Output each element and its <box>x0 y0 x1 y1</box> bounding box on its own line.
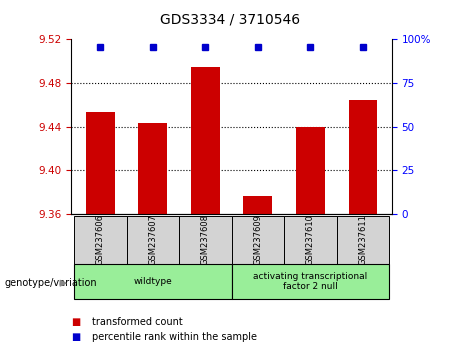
Bar <box>243 195 272 214</box>
Text: activating transcriptional
factor 2 null: activating transcriptional factor 2 null <box>253 272 367 291</box>
Bar <box>191 67 220 214</box>
Text: GDS3334 / 3710546: GDS3334 / 3710546 <box>160 12 301 27</box>
Text: GSM237606: GSM237606 <box>96 214 105 266</box>
Text: GSM237610: GSM237610 <box>306 215 315 265</box>
Bar <box>231 264 389 299</box>
Text: transformed count: transformed count <box>92 317 183 327</box>
Bar <box>231 216 284 264</box>
Bar <box>86 112 115 214</box>
Text: genotype/variation: genotype/variation <box>5 278 97 288</box>
Bar <box>349 100 378 214</box>
Text: ■: ■ <box>71 317 81 327</box>
Text: percentile rank within the sample: percentile rank within the sample <box>92 332 257 342</box>
Text: GSM237608: GSM237608 <box>201 214 210 266</box>
Text: GSM237611: GSM237611 <box>359 215 367 265</box>
Bar <box>179 216 231 264</box>
Bar <box>127 216 179 264</box>
Bar <box>74 264 231 299</box>
Bar <box>284 216 337 264</box>
Text: wildtype: wildtype <box>134 277 172 286</box>
Bar <box>337 216 389 264</box>
Bar <box>296 126 325 214</box>
Text: GSM237609: GSM237609 <box>254 215 262 265</box>
Text: ■: ■ <box>71 332 81 342</box>
Text: GSM237607: GSM237607 <box>148 214 157 266</box>
Bar <box>138 123 167 214</box>
Bar <box>74 216 127 264</box>
